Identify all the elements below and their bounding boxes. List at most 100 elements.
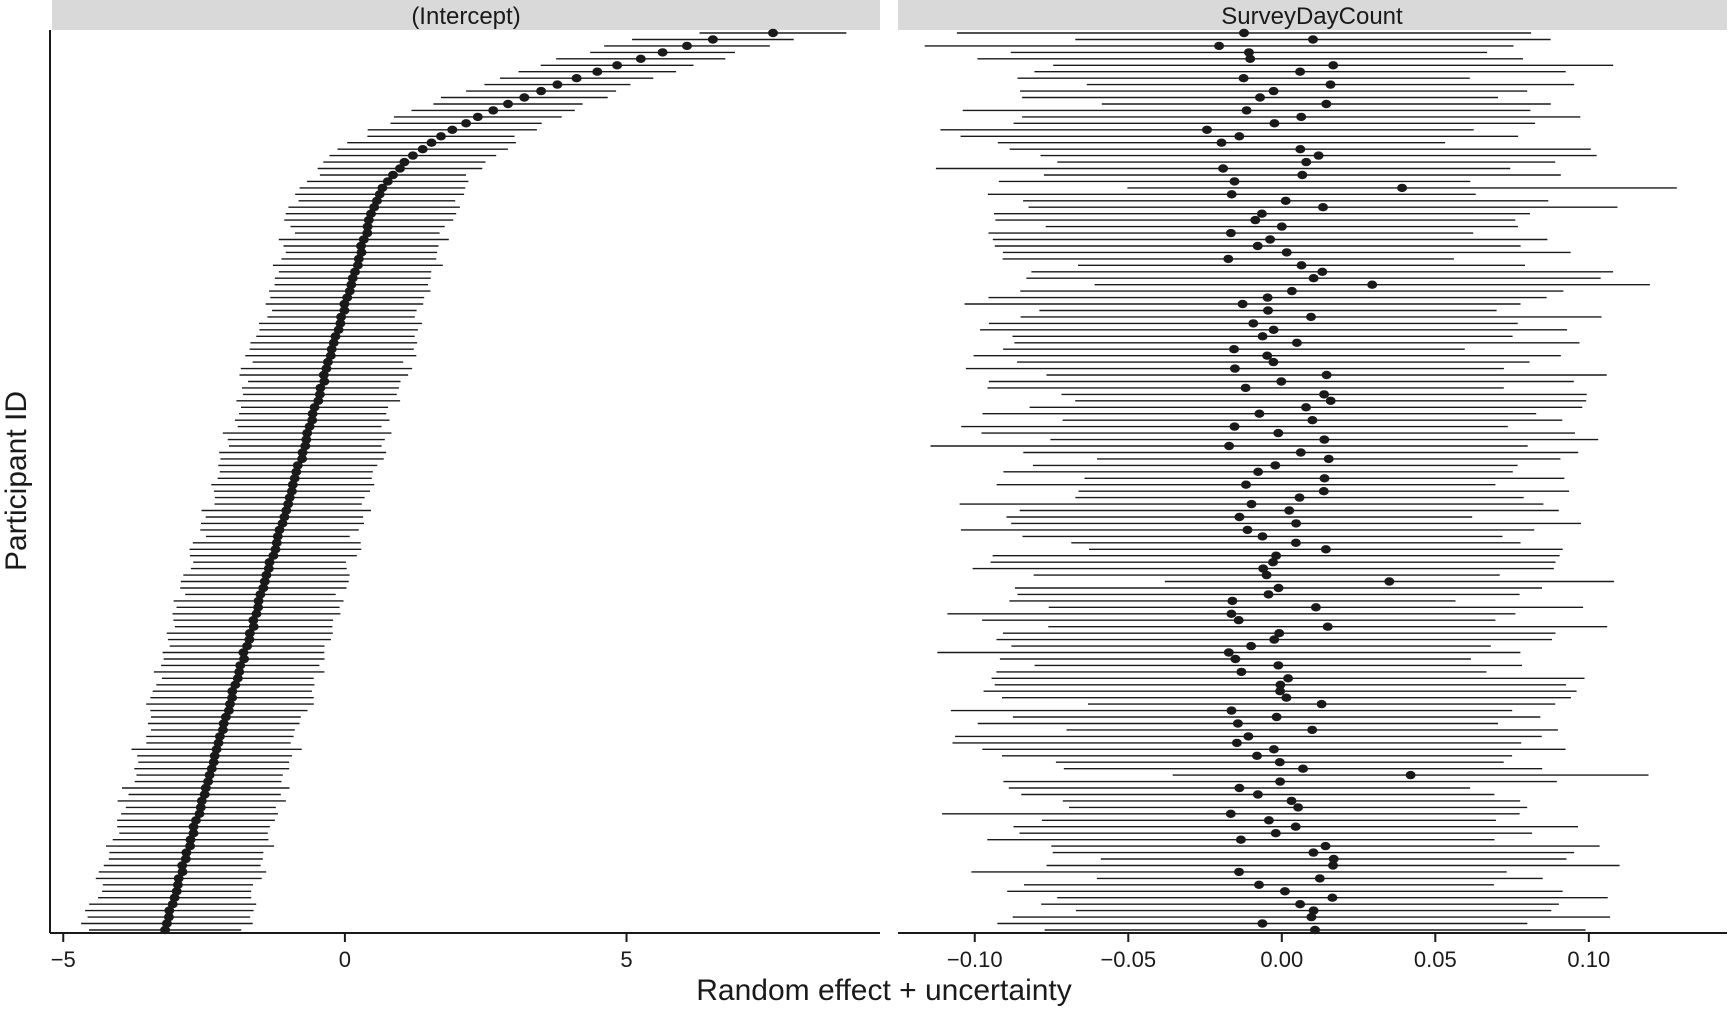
data-point [304, 422, 315, 431]
data-point [259, 577, 270, 586]
data-point [1293, 803, 1304, 812]
data-point [1261, 570, 1272, 580]
data-point [1265, 235, 1276, 244]
data-point [1238, 74, 1249, 83]
data-point [204, 770, 215, 780]
data-point [1318, 487, 1329, 496]
data-point [1310, 603, 1321, 612]
data-point [307, 409, 318, 418]
data-point [261, 570, 272, 580]
data-point [232, 674, 243, 683]
x-tick-label: −0.05 [1100, 947, 1156, 972]
x-tick-label: −0.10 [947, 947, 1003, 972]
data-point [1253, 467, 1264, 476]
data-point [330, 332, 341, 341]
data-point [1229, 177, 1240, 186]
data-point [272, 532, 283, 541]
data-point [1269, 635, 1280, 644]
data-point [188, 829, 199, 838]
data-point [356, 241, 366, 251]
data-point [220, 712, 231, 722]
panel-surveydaycount-x-ticks: −0.10 −0.05 0.00 0.05 0.10 [947, 933, 1610, 972]
data-point [203, 777, 214, 786]
data-point [318, 370, 329, 380]
data-point [1317, 267, 1328, 276]
data-point [1295, 448, 1306, 457]
data-point [472, 112, 483, 122]
x-tick-label: 0 [339, 947, 351, 972]
data-point [461, 119, 472, 128]
data-point [1306, 312, 1316, 322]
data-point [1273, 583, 1284, 593]
data-point [1308, 274, 1319, 283]
data-point [1269, 119, 1280, 128]
data-point [417, 145, 428, 154]
data-point [1257, 332, 1268, 341]
data-point [185, 841, 196, 851]
data-point [270, 545, 281, 554]
data-point [325, 351, 336, 360]
data-point [206, 764, 217, 773]
data-point [682, 41, 692, 51]
data-point [160, 925, 171, 935]
data-point [362, 228, 373, 238]
data-point [1296, 261, 1307, 270]
data-point [1268, 325, 1279, 334]
data-point [519, 93, 530, 102]
data-point [1328, 854, 1339, 864]
data-point [180, 854, 191, 864]
data-point [342, 293, 353, 302]
data-point [366, 209, 376, 218]
data-point [1306, 912, 1317, 922]
data-point [1218, 164, 1229, 173]
data-point [227, 687, 238, 696]
data-point [350, 267, 360, 276]
data-point [326, 345, 337, 354]
data-point [1226, 190, 1237, 199]
data-point [214, 732, 225, 741]
data-point [264, 558, 275, 567]
data-point [1263, 306, 1273, 315]
data-point [447, 125, 458, 134]
data-point [1263, 816, 1274, 825]
data-point [1319, 390, 1330, 399]
data-point [163, 912, 174, 922]
data-point [281, 506, 292, 515]
data-point [1308, 848, 1319, 857]
data-point [263, 564, 274, 573]
data-point [1274, 758, 1285, 767]
data-point [1327, 893, 1338, 902]
data-point [1384, 577, 1395, 586]
x-tick-label: 0.10 [1567, 947, 1610, 972]
data-point [1241, 480, 1251, 489]
data-point [1314, 874, 1325, 883]
data-point [1248, 319, 1259, 328]
x-tick-label: 0.05 [1414, 947, 1457, 972]
data-point [188, 822, 199, 831]
data-point [1323, 454, 1334, 464]
data-point [612, 61, 623, 70]
data-point [1255, 93, 1265, 102]
data-point [1239, 28, 1249, 38]
data-point [1295, 67, 1306, 76]
data-point [1297, 170, 1308, 180]
data-point [1246, 499, 1257, 509]
data-point [1301, 157, 1312, 167]
data-point [1263, 590, 1274, 599]
data-point [1258, 564, 1269, 573]
data-point [1223, 648, 1234, 657]
data-point [225, 699, 235, 709]
data-point [1280, 196, 1291, 205]
data-point [268, 551, 279, 560]
data-point [244, 629, 255, 638]
data-point [1226, 706, 1237, 715]
data-point [223, 706, 234, 715]
data-point [382, 177, 393, 186]
data-point [191, 816, 201, 825]
data-point [328, 338, 339, 347]
panel-surveydaycount-errorbars [924, 32, 1677, 931]
x-axis-title: Random effect + uncertainty [696, 974, 1072, 1007]
data-point [1243, 48, 1254, 57]
data-point [251, 609, 262, 618]
data-point [173, 874, 184, 883]
